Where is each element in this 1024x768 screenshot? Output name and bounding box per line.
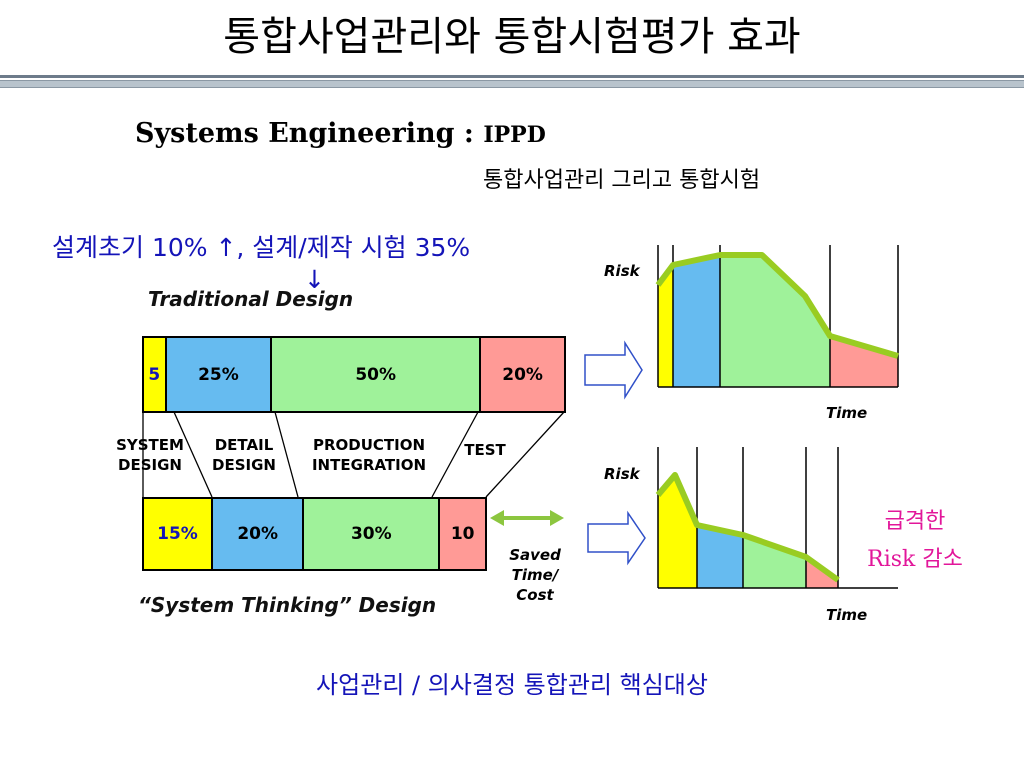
- subtitle-ippd-text: IPPD: [483, 122, 546, 148]
- time-axis-label: Time: [826, 606, 868, 624]
- right-arrow-icon: [587, 510, 646, 566]
- risk-chart-traditional: [655, 245, 899, 388]
- phase-line: SYSTEM: [116, 436, 184, 454]
- phase-label-system-design: SYSTEM DESIGN: [108, 435, 192, 475]
- phase-line: DESIGN: [212, 456, 276, 474]
- phase-line: DETAIL: [214, 436, 274, 454]
- subtitle-heading: Systems Engineering : IPPD: [135, 118, 546, 149]
- risk-axis-label: Risk: [604, 262, 640, 280]
- down-arrow-icon: ↓: [304, 265, 325, 294]
- risk-curve: [655, 472, 840, 583]
- bar-segment: 30%: [304, 499, 441, 569]
- saved-line: Saved: [509, 546, 561, 564]
- time-axis-label: Time: [826, 404, 868, 422]
- risk-area-blue: [697, 525, 743, 588]
- risk-chart-system-thinking: [655, 447, 898, 589]
- bar-segment: 5: [144, 338, 167, 411]
- bar-segment: 20%: [481, 338, 564, 411]
- saved-time-cost-label: Saved Time/ Cost: [498, 545, 572, 605]
- risk-axis-label: Risk: [604, 465, 640, 483]
- bar-segment: 25%: [166, 338, 273, 411]
- risk-area-green: [743, 535, 806, 588]
- bar-segment: 15%: [144, 499, 213, 569]
- traditional-design-label: Traditional Design: [148, 287, 354, 311]
- risk-reduction-note: 급격한 Risk 감소: [850, 503, 980, 579]
- subtitle-korean: 통합사업관리 그리고 통합시험: [483, 168, 761, 193]
- risk-curve: [655, 252, 899, 359]
- system-thinking-label: “System Thinking” Design: [138, 593, 437, 617]
- risk-note-line: 급격한: [884, 509, 946, 534]
- phase-label-test: TEST: [455, 440, 515, 460]
- footer-note: 사업관리 / 의사결정 통합관리 핵심대상: [316, 671, 708, 699]
- saved-line: Time/: [511, 566, 559, 584]
- traditional-design-bar: 5 25% 50% 20%: [142, 336, 566, 413]
- bar-segment: 50%: [272, 338, 482, 411]
- subtitle-main-text: Systems Engineering :: [135, 118, 484, 149]
- phase-line: PRODUCTION: [312, 436, 426, 454]
- slide-title: 통합사업관리와 통합시험평가 효과: [223, 14, 801, 60]
- phase-label-production-integration: PRODUCTION INTEGRATION: [298, 435, 440, 475]
- title-divider: [0, 75, 1024, 78]
- phase-line: TEST: [464, 441, 506, 459]
- risk-area-blue: [673, 255, 720, 387]
- phase-connectors: [142, 411, 565, 498]
- saved-line: Cost: [516, 586, 554, 604]
- phase-line: DESIGN: [118, 456, 182, 474]
- risk-area-pink: [830, 336, 898, 387]
- phase-label-detail-design: DETAIL DESIGN: [202, 435, 286, 475]
- title-divider-band: [0, 80, 1024, 88]
- risk-area-yellow: [658, 265, 673, 387]
- risk-area-green: [720, 255, 830, 387]
- double-arrow-icon: [490, 510, 564, 526]
- right-arrow-icon: [584, 340, 643, 400]
- system-thinking-bar: 15% 20% 30% 10: [142, 497, 487, 571]
- design-ratio-note: 설계초기 10% ↑, 설계/제작 시험 35%: [52, 233, 471, 262]
- risk-note-line: Risk 감소: [867, 547, 963, 572]
- phase-line: INTEGRATION: [311, 456, 427, 474]
- bar-segment: 20%: [213, 499, 305, 569]
- bar-segment: 10: [440, 499, 485, 569]
